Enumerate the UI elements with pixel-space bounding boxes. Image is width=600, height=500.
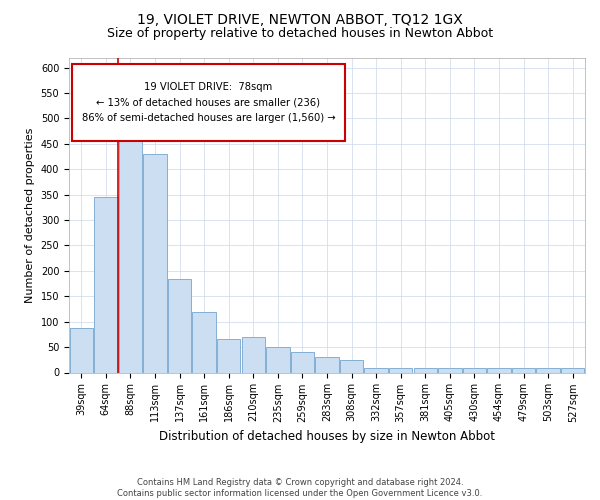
Bar (413, 368, 437, 372)
X-axis label: Distribution of detached houses by size in Newton Abbot: Distribution of detached houses by size … (159, 430, 495, 443)
Bar (487, 368, 511, 372)
Bar (561, 368, 584, 372)
Bar (70, 328, 93, 372)
Bar (168, 278, 191, 372)
Text: 19, VIOLET DRIVE, NEWTON ABBOT, TQ12 1GX: 19, VIOLET DRIVE, NEWTON ABBOT, TQ12 1GX (137, 12, 463, 26)
Bar (119, 134, 142, 372)
Text: Contains HM Land Registry data © Crown copyright and database right 2024.
Contai: Contains HM Land Registry data © Crown c… (118, 478, 482, 498)
Bar (340, 360, 363, 372)
Bar (536, 368, 560, 372)
Bar (193, 312, 216, 372)
Bar (291, 352, 314, 372)
Bar (266, 347, 290, 372)
Bar (463, 368, 486, 372)
Bar (143, 154, 167, 372)
Bar (512, 368, 535, 372)
Text: 19 VIOLET DRIVE:  78sqm
← 13% of detached houses are smaller (236)
86% of semi-d: 19 VIOLET DRIVE: 78sqm ← 13% of detached… (82, 82, 335, 123)
Bar (364, 368, 388, 372)
Bar (94, 197, 118, 372)
Bar (217, 340, 241, 372)
Bar (389, 368, 412, 372)
Bar (242, 337, 265, 372)
Y-axis label: Number of detached properties: Number of detached properties (25, 128, 35, 302)
Bar (316, 358, 338, 372)
Bar (438, 368, 461, 372)
Text: Size of property relative to detached houses in Newton Abbot: Size of property relative to detached ho… (107, 28, 493, 40)
FancyBboxPatch shape (71, 64, 345, 141)
